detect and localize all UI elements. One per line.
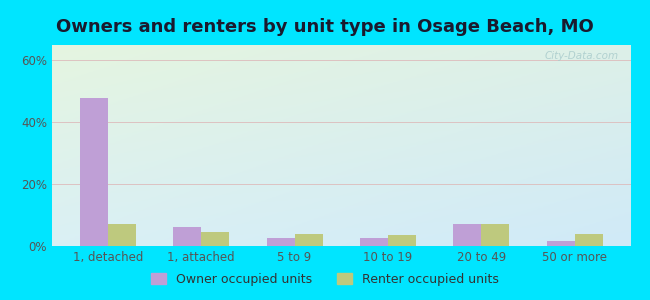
Bar	[202, 232, 229, 246]
Bar	[388, 235, 416, 246]
Text: Owners and renters by unit type in Osage Beach, MO: Owners and renters by unit type in Osage…	[56, 18, 594, 36]
Legend: Owner occupied units, Renter occupied units: Owner occupied units, Renter occupied un…	[146, 268, 504, 291]
Bar	[575, 234, 603, 246]
Bar	[294, 234, 322, 246]
Bar	[266, 238, 294, 246]
Text: City-Data.com: City-Data.com	[545, 51, 619, 61]
Bar	[453, 224, 481, 246]
Bar	[481, 224, 509, 246]
Bar	[80, 98, 108, 246]
Bar	[108, 224, 136, 246]
Bar	[174, 227, 202, 246]
Bar	[360, 238, 388, 246]
Bar	[547, 242, 575, 246]
